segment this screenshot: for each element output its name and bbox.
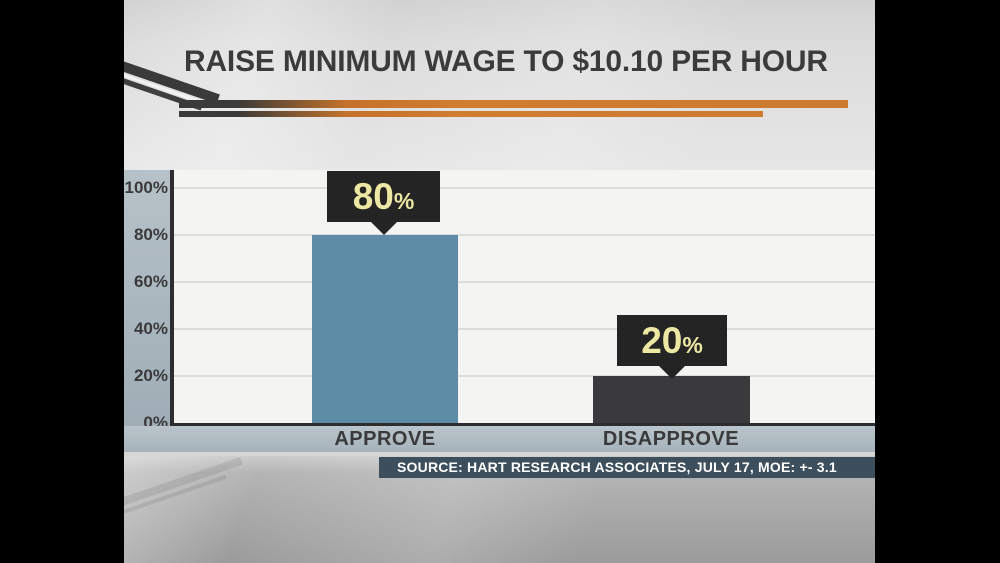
category-label-disapprove: DISAPPROVE — [602, 428, 740, 450]
x-axis-line — [170, 423, 875, 426]
accent-bar-bottom — [179, 111, 763, 117]
gridline-20 — [174, 375, 875, 377]
source-attribution-bar: SOURCE: HART RESEARCH ASSOCIATES, JULY 1… — [379, 457, 875, 478]
letterbox-right — [875, 0, 1000, 563]
letterbox-left — [0, 0, 124, 563]
y-tick-60: 60% — [133, 272, 168, 291]
value-callout-disapprove: 20% — [617, 315, 727, 379]
swoosh-decoration — [124, 57, 848, 517]
y-axis-line — [170, 170, 174, 426]
value-disapprove: 20 — [641, 320, 683, 361]
y-axis-band — [124, 170, 170, 426]
graphic-stage: RAISE MINIMUM WAGE TO $10.10 PER HOUR — [124, 0, 875, 563]
page-title: RAISE MINIMUM WAGE TO $10.10 PER HOUR — [184, 45, 828, 78]
value-callout-approve: 80% — [327, 171, 440, 235]
value-disapprove-percent-sign: % — [682, 332, 703, 358]
plot-area — [174, 170, 875, 423]
callout-pointer-approve — [370, 222, 397, 235]
gridline-80 — [174, 234, 875, 236]
callout-pointer-disapprove — [659, 366, 685, 379]
bar-approve — [312, 235, 458, 423]
y-tick-40: 40% — [133, 319, 168, 338]
value-approve-percent-sign: % — [393, 188, 415, 214]
swoosh-reflection — [124, 456, 243, 517]
gridline-60 — [174, 281, 875, 283]
category-label-approve: APPROVE — [334, 428, 436, 450]
gridline-100 — [174, 187, 875, 189]
bar-disapprove — [593, 376, 750, 423]
accent-bar-top — [179, 100, 848, 108]
value-approve: 80 — [352, 176, 394, 217]
floor-highlight-line — [124, 452, 875, 456]
y-tick-20: 20% — [133, 366, 168, 385]
x-axis-band — [124, 426, 875, 452]
y-tick-80: 80% — [133, 225, 168, 244]
gridline-40 — [174, 328, 875, 330]
y-tick-100: 100% — [124, 178, 168, 197]
swoosh-diagonals — [124, 57, 220, 111]
